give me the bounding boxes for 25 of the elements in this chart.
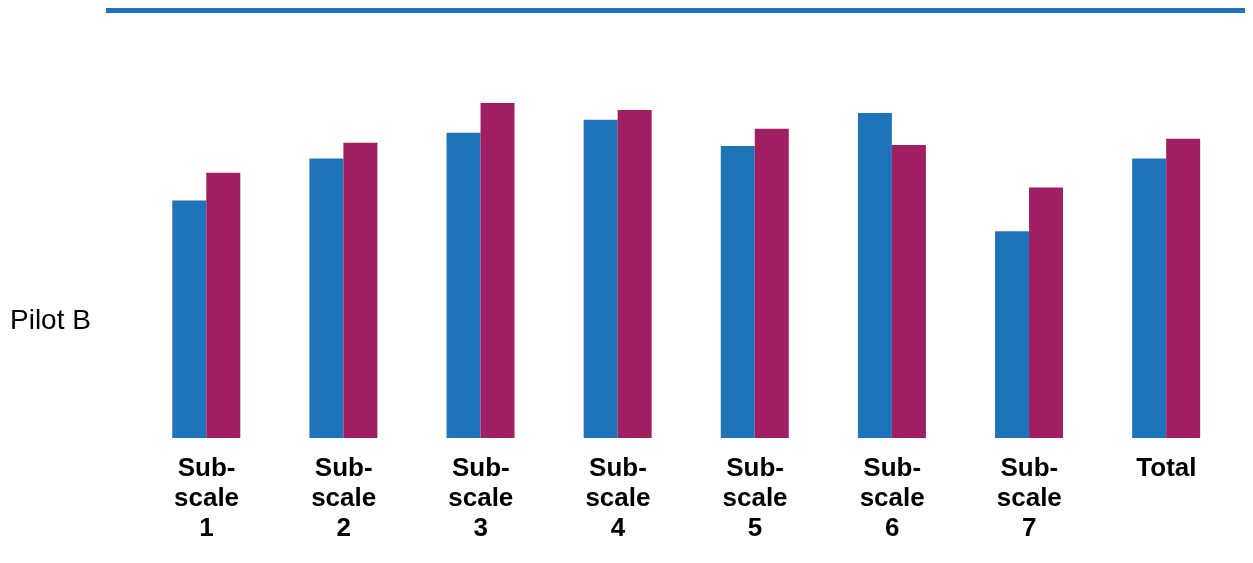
x-tick-label: Sub-scale 5	[722, 452, 788, 542]
bar	[720, 145, 755, 438]
x-tick-label: Sub-scale 7	[996, 452, 1062, 542]
bar	[857, 113, 892, 438]
bar	[617, 110, 652, 438]
bar	[1166, 138, 1201, 438]
bar	[995, 231, 1030, 438]
bar	[206, 172, 241, 438]
bar	[583, 119, 618, 438]
x-tick-label: Sub-scale 6	[859, 452, 925, 542]
bar	[1029, 187, 1064, 438]
x-tick-label: Sub-scale 2	[311, 452, 377, 542]
x-tick-label: Sub-scale 1	[174, 452, 240, 542]
x-tick-label: Sub-scale 4	[585, 452, 651, 542]
bar	[309, 158, 344, 438]
bar	[343, 142, 378, 438]
bar	[480, 103, 515, 438]
x-tick-label: Sub-scale 3	[448, 452, 514, 542]
x-tick-label: Total	[1136, 452, 1197, 482]
y-axis-title: Pilot B	[10, 304, 91, 336]
bar	[172, 200, 207, 438]
bar	[446, 132, 481, 438]
bar	[891, 144, 926, 438]
bar	[754, 128, 789, 438]
bar	[1132, 158, 1167, 438]
